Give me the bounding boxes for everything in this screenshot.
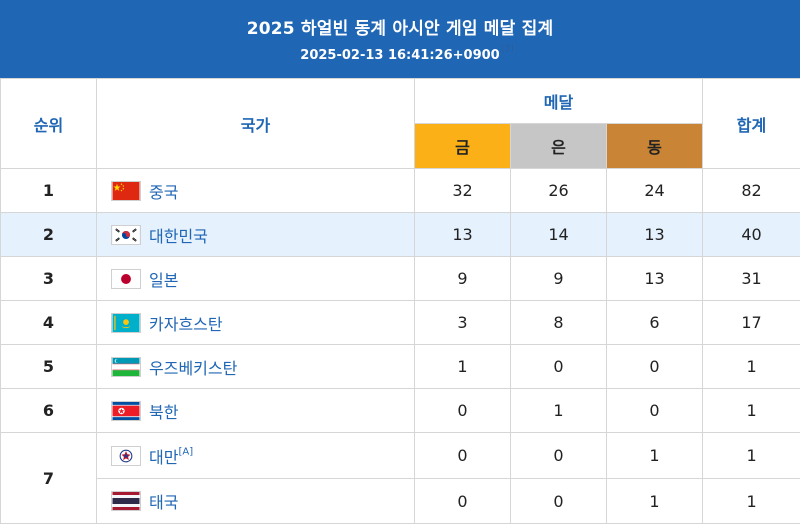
table-row-highlighted: 2 대한민국 13 14 13 40 bbox=[0, 212, 800, 257]
country-cell: 태국 bbox=[96, 478, 415, 524]
chinese-taipei-flag-icon bbox=[111, 445, 141, 466]
country-cell: 일본 bbox=[96, 256, 415, 301]
total-cell: 31 bbox=[702, 256, 800, 301]
country-cell: 우즈베키스탄 bbox=[96, 344, 415, 389]
kazakhstan-flag-icon bbox=[111, 312, 141, 333]
north-korea-flag-icon bbox=[111, 400, 141, 421]
country-link[interactable]: 대한민국 bbox=[149, 226, 208, 246]
gold-cell: 0 bbox=[414, 388, 511, 433]
thailand-flag-icon bbox=[111, 491, 141, 511]
country-link[interactable]: 중국 bbox=[149, 182, 179, 202]
bronze-cell: 1 bbox=[605, 432, 704, 479]
gold-cell: 32 bbox=[414, 168, 511, 213]
total-cell: 40 bbox=[702, 212, 800, 257]
silver-cell: 8 bbox=[510, 300, 607, 345]
uzbekistan-flag-icon bbox=[111, 356, 141, 377]
silver-cell: 0 bbox=[510, 432, 607, 479]
rank-cell: 3 bbox=[0, 256, 97, 301]
footnote-link[interactable]: [A] bbox=[178, 446, 194, 457]
bronze-cell: 13 bbox=[605, 256, 704, 301]
country-link[interactable]: 카자흐스탄 bbox=[149, 314, 223, 334]
header-gold: 금 bbox=[414, 123, 511, 169]
rank-cell: 2 bbox=[0, 212, 97, 257]
rank-cell: 1 bbox=[0, 168, 97, 213]
bronze-cell: 6 bbox=[605, 300, 704, 345]
gold-cell: 0 bbox=[414, 432, 511, 479]
country-cell: 북한 bbox=[96, 388, 415, 433]
country-link[interactable]: 일본 bbox=[149, 270, 179, 290]
header-silver: 은 bbox=[510, 123, 607, 169]
table-row: 1 중국 32 26 24 82 bbox=[0, 168, 800, 213]
gold-cell: 1 bbox=[414, 344, 511, 389]
country-link[interactable]: 태국 bbox=[149, 493, 179, 512]
table-row: 태국 0 0 1 1 bbox=[1, 478, 800, 524]
header-bronze: 동 bbox=[605, 123, 704, 169]
country-cell: 대만[A] bbox=[96, 432, 415, 479]
silver-cell: 14 bbox=[510, 212, 607, 257]
header-country: 국가 bbox=[96, 78, 415, 169]
silver-cell: 0 bbox=[510, 344, 607, 389]
rank-cell: 5 bbox=[0, 344, 97, 389]
header-total: 합계 bbox=[702, 78, 800, 169]
total-cell: 1 bbox=[702, 388, 800, 433]
total-cell: 82 bbox=[702, 168, 800, 213]
bronze-cell: 0 bbox=[605, 388, 704, 433]
country-cell: 중국 bbox=[96, 168, 415, 213]
gold-cell: 0 bbox=[414, 478, 511, 524]
table-row: 3 일본 9 9 13 31 bbox=[0, 256, 800, 301]
page-title: 2025 하얼빈 동계 아시안 게임 메달 집계 bbox=[246, 19, 554, 39]
country-link[interactable]: 북한 bbox=[149, 402, 179, 422]
table-row: 4 카자흐스탄 3 8 6 17 bbox=[0, 300, 800, 345]
table-row: 6 북한 0 1 0 1 bbox=[0, 388, 800, 433]
medal-table: 순위 국가 메달 합계 금 은 동 1 중국 32 26 24 82 2 bbox=[0, 78, 800, 524]
header-medal: 메달 bbox=[413, 78, 704, 124]
timestamp: 2025-02-13 16:41:26+0900 bbox=[300, 48, 500, 63]
reference-link[interactable]: [3] bbox=[501, 44, 514, 54]
rank-cell: 6 bbox=[0, 388, 97, 433]
gold-cell: 13 bbox=[414, 212, 511, 257]
gold-cell: 3 bbox=[414, 300, 511, 345]
silver-cell: 1 bbox=[510, 388, 607, 433]
table-row: 7 대만[A] 0 0 1 1 bbox=[0, 432, 800, 524]
gold-cell: 9 bbox=[414, 256, 511, 301]
bronze-cell: 24 bbox=[605, 168, 704, 213]
japan-flag-icon bbox=[111, 268, 141, 289]
bronze-cell: 0 bbox=[605, 344, 704, 389]
total-cell: 1 bbox=[702, 344, 800, 389]
header-rank: 순위 bbox=[0, 78, 97, 169]
silver-cell: 9 bbox=[510, 256, 607, 301]
china-flag-icon bbox=[111, 180, 141, 201]
page-header: 2025 하얼빈 동계 아시안 게임 메달 집계 2025-02-13 16:4… bbox=[0, 0, 800, 78]
total-cell: 1 bbox=[702, 478, 800, 524]
rank-cell: 4 bbox=[0, 300, 97, 345]
bronze-cell: 1 bbox=[605, 478, 704, 524]
rank-cell: 7 bbox=[0, 432, 97, 524]
korea-flag-icon bbox=[111, 224, 141, 245]
country-cell: 카자흐스탄 bbox=[96, 300, 415, 345]
silver-cell: 0 bbox=[510, 478, 607, 524]
country-cell: 대한민국 bbox=[96, 212, 415, 257]
country-link[interactable]: 우즈베키스탄 bbox=[149, 358, 238, 378]
table-row: 5 우즈베키스탄 1 0 0 1 bbox=[0, 344, 800, 389]
country-link[interactable]: 대만 bbox=[149, 447, 179, 467]
silver-cell: 26 bbox=[510, 168, 607, 213]
total-cell: 1 bbox=[702, 432, 800, 479]
total-cell: 17 bbox=[702, 300, 800, 345]
bronze-cell: 13 bbox=[605, 212, 704, 257]
